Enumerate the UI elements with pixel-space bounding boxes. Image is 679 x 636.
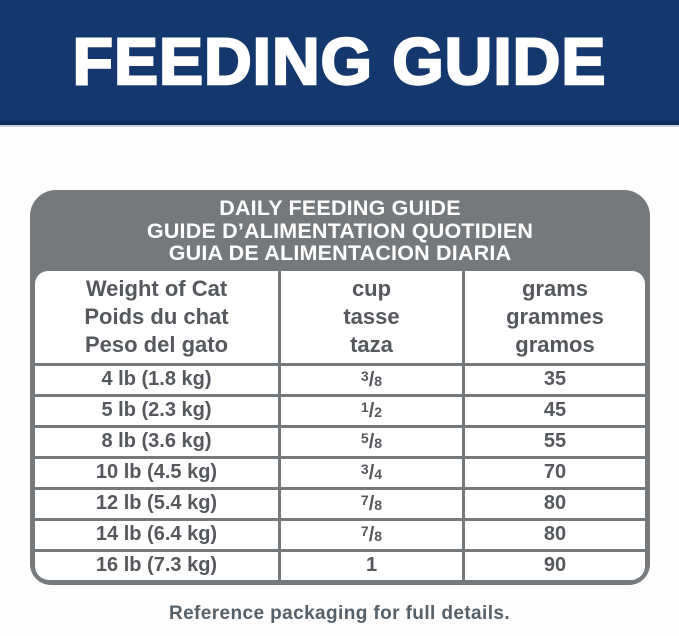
table-title: DAILY FEEDING GUIDE GUIDE D’ALIMENTATION… bbox=[30, 190, 650, 271]
column-header-weight: Weight of Cat Poids du chat Peso del gat… bbox=[35, 270, 278, 363]
column-header-line: grammes bbox=[506, 303, 604, 329]
cup-fraction: 1/2 bbox=[360, 398, 383, 422]
column-header-line: cup bbox=[351, 275, 392, 301]
table-body: Weight of Cat Poids du chat Peso del gat… bbox=[30, 270, 650, 585]
banner-underline bbox=[0, 125, 679, 127]
column-header-line: gramos bbox=[515, 331, 595, 357]
weight-cell: 10 lb (4.5 kg) bbox=[35, 458, 278, 487]
cup-cell: 3/8 bbox=[281, 365, 462, 394]
weight-cell: 16 lb (7.3 kg) bbox=[35, 551, 278, 580]
column-header-line: taza bbox=[350, 331, 393, 357]
table-title-en: DAILY FEEDING GUIDE bbox=[219, 196, 461, 220]
column-header-line: Poids du chat bbox=[84, 303, 229, 329]
cup-cell: 7/8 bbox=[281, 520, 462, 549]
column-header-line: Peso del gato bbox=[84, 331, 229, 357]
grams-cell: 80 bbox=[465, 520, 645, 549]
cup-cell: 1 bbox=[281, 551, 462, 580]
weight-cell: 5 lb (2.3 kg) bbox=[35, 396, 278, 425]
table-title-fr: GUIDE D’ALIMENTATION QUOTIDIEN bbox=[146, 218, 534, 243]
cup-fraction: 5/8 bbox=[360, 429, 383, 453]
column-header-cup: cup tasse taza bbox=[281, 270, 462, 363]
cup-fraction: 3/4 bbox=[360, 460, 383, 484]
cup-cell: 5/8 bbox=[281, 427, 462, 456]
grams-cell: 35 bbox=[465, 365, 645, 394]
column-header-line: tasse bbox=[343, 303, 400, 329]
table-title-es: GUIA DE ALIMENTACION DIARIA bbox=[168, 241, 512, 265]
weight-cell: 4 lb (1.8 kg) bbox=[35, 365, 278, 394]
grams-cell: 70 bbox=[465, 458, 645, 487]
cup-cell: 1/2 bbox=[281, 396, 462, 425]
column-header-grams: grams grammes gramos bbox=[465, 270, 645, 363]
grams-cell: 55 bbox=[465, 427, 645, 456]
weight-cell: 12 lb (5.4 kg) bbox=[35, 489, 278, 518]
weight-cell: 8 lb (3.6 kg) bbox=[35, 427, 278, 456]
weight-cell: 14 lb (6.4 kg) bbox=[35, 520, 278, 549]
feeding-guide-banner: FEEDING GUIDE bbox=[0, 0, 679, 125]
cup-fraction: 7/8 bbox=[360, 522, 383, 546]
footer-note: Reference packaging for full details. bbox=[168, 603, 511, 624]
banner-title: FEEDING GUIDE bbox=[71, 22, 607, 98]
grams-cell: 90 bbox=[465, 551, 645, 580]
cup-fraction: 3/8 bbox=[360, 367, 383, 391]
column-header-line: Weight of Cat bbox=[85, 275, 228, 301]
column-header-line: grams bbox=[521, 275, 589, 301]
grams-cell: 80 bbox=[465, 489, 645, 518]
grams-cell: 45 bbox=[465, 396, 645, 425]
cup-fraction: 7/8 bbox=[360, 491, 383, 515]
cup-cell: 3/4 bbox=[281, 458, 462, 487]
cup-cell: 7/8 bbox=[281, 489, 462, 518]
daily-feeding-table: DAILY FEEDING GUIDE GUIDE D’ALIMENTATION… bbox=[30, 190, 650, 585]
